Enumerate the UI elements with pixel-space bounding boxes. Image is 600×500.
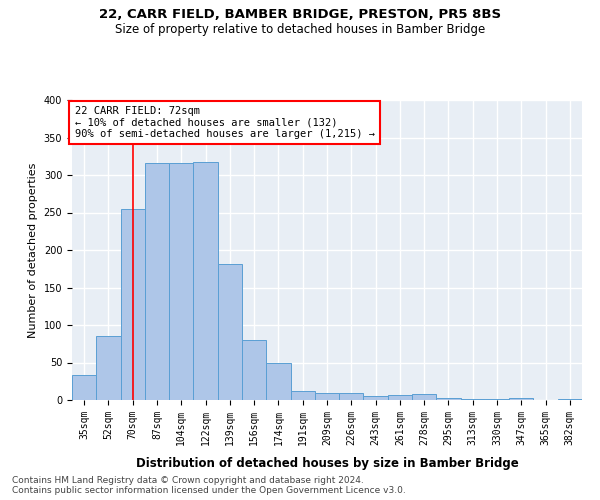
Bar — [436, 398, 461, 400]
Bar — [315, 393, 339, 400]
Bar — [242, 340, 266, 400]
Bar — [412, 394, 436, 400]
Text: 22 CARR FIELD: 72sqm
← 10% of detached houses are smaller (132)
90% of semi-deta: 22 CARR FIELD: 72sqm ← 10% of detached h… — [74, 106, 374, 139]
Bar — [558, 398, 582, 400]
Bar — [218, 264, 242, 400]
Text: Size of property relative to detached houses in Bamber Bridge: Size of property relative to detached ho… — [115, 22, 485, 36]
Bar — [461, 398, 485, 400]
Bar — [145, 163, 169, 400]
Bar — [290, 391, 315, 400]
Bar — [364, 396, 388, 400]
Bar — [266, 362, 290, 400]
Bar — [96, 336, 121, 400]
Text: Contains HM Land Registry data © Crown copyright and database right 2024.
Contai: Contains HM Land Registry data © Crown c… — [12, 476, 406, 495]
Bar — [121, 209, 145, 400]
Bar — [72, 375, 96, 400]
Text: 22, CARR FIELD, BAMBER BRIDGE, PRESTON, PR5 8BS: 22, CARR FIELD, BAMBER BRIDGE, PRESTON, … — [99, 8, 501, 20]
Bar — [169, 163, 193, 400]
Bar — [193, 162, 218, 400]
Bar — [485, 399, 509, 400]
Y-axis label: Number of detached properties: Number of detached properties — [28, 162, 38, 338]
Text: Distribution of detached houses by size in Bamber Bridge: Distribution of detached houses by size … — [136, 458, 518, 470]
Bar — [388, 395, 412, 400]
Bar — [339, 393, 364, 400]
Bar — [509, 398, 533, 400]
